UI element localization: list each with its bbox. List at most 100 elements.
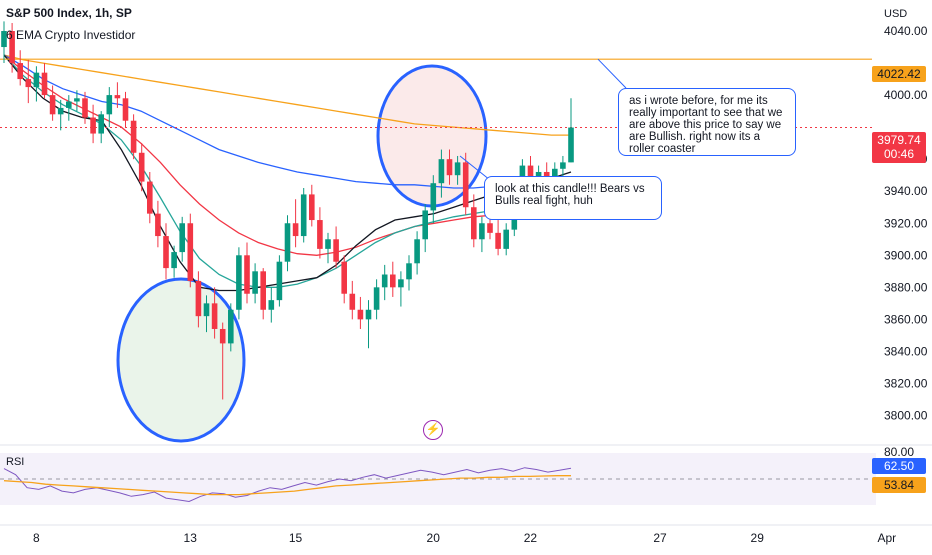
candle-body (406, 263, 412, 280)
candle-body (438, 159, 445, 184)
candle-body (17, 63, 23, 80)
candle-body (122, 98, 129, 121)
candle-body (325, 239, 331, 249)
candle-body (414, 239, 420, 264)
price-axis: 4040.004000.003960.003940.003920.003900.… (884, 24, 928, 459)
candle-body (171, 252, 177, 269)
note-candle[interactable]: look at this candle!!! Bears vs Bulls re… (484, 176, 662, 220)
time-tick-label: Apr (877, 531, 896, 545)
candle-body (422, 210, 428, 240)
note-top[interactable]: as i wrote before, for me its really imp… (618, 88, 796, 156)
rsi-ma-tag: 53.84 (872, 477, 926, 493)
candle-body (398, 279, 404, 288)
candle-body (309, 194, 315, 221)
candle-body (260, 271, 266, 310)
last-price-tag: 3979.74 00:46 (872, 132, 926, 163)
candle-body (252, 271, 258, 294)
highlight-circle-low (116, 277, 246, 443)
candle-body (292, 223, 299, 237)
time-tick-label: 8 (33, 531, 40, 545)
note-candle-text: look at this candle!!! Bears vs Bulls re… (495, 183, 645, 207)
note-connectors (459, 58, 627, 181)
countdown-value: 00:46 (883, 147, 915, 161)
candle-body (228, 309, 234, 344)
candle-body (98, 114, 104, 134)
currency-label[interactable]: USD (884, 8, 908, 20)
rsi-value-tag: 62.50 (872, 458, 926, 474)
candle-body (203, 303, 210, 317)
last-price-value: 3979.74 (877, 133, 921, 147)
candle-body (317, 220, 323, 249)
price-tick-label: 3880.00 (884, 280, 928, 294)
candle-body (130, 120, 137, 153)
rsi-tick-label: 80.00 (884, 445, 914, 459)
candle-body (333, 239, 339, 262)
time-tick-label: 27 (653, 531, 667, 545)
candle-body (357, 309, 364, 320)
price-tick-label: 3800.00 (884, 408, 928, 422)
candle-body (195, 280, 202, 317)
time-tick-label: 20 (427, 531, 441, 545)
note-top-text: as i wrote before, for me its really imp… (629, 95, 783, 155)
note-candle-connector (459, 155, 491, 181)
candle-body (373, 287, 380, 310)
candle-body (163, 236, 169, 269)
rsi-lines (0, 467, 876, 503)
candle-body (462, 162, 469, 208)
candle-body (276, 261, 283, 301)
time-tick-label: 29 (751, 531, 765, 545)
price-tick-label: 3840.00 (884, 344, 928, 358)
chart-title: S&P 500 Index, 1h, SP (6, 6, 132, 20)
lightning-icon[interactable]: ⚡ (423, 420, 443, 440)
time-tick-label: 13 (184, 531, 198, 545)
rsi-label[interactable]: RSI (6, 456, 25, 468)
candle-body (82, 98, 88, 118)
price-tick-label: 3940.00 (884, 184, 928, 198)
time-axis: 8 13 15 20 22 27 29 Apr (33, 531, 896, 545)
candle-body (66, 101, 72, 108)
ema-line (3, 54, 571, 136)
candle-body (236, 255, 242, 310)
candle-body (211, 303, 218, 329)
candle-body (495, 232, 501, 249)
rsi-ma-line (3, 475, 571, 496)
candle-body (187, 223, 194, 281)
candle-body (341, 261, 347, 294)
candle-body (138, 152, 145, 182)
price-tick-label: 4040.00 (884, 24, 928, 38)
time-tick-label: 15 (289, 531, 303, 545)
candle-body (106, 95, 113, 115)
price-tick-label: 3920.00 (884, 216, 928, 230)
candle-body (9, 31, 15, 64)
candle-body (244, 255, 250, 294)
candle-body (155, 213, 161, 237)
candle-body (1, 31, 7, 48)
candle-body (568, 127, 574, 163)
candle-body (552, 168, 558, 182)
candle-body (57, 107, 64, 115)
candle-body (471, 207, 477, 240)
candle-body (33, 72, 40, 88)
time-tick-label: 22 (524, 531, 538, 545)
candle-body (114, 95, 121, 99)
candle-body (430, 183, 437, 211)
candle-body (487, 223, 493, 233)
price-tick-label: 3860.00 (884, 312, 928, 326)
candle-body (381, 274, 388, 288)
price-tick-label: 3900.00 (884, 248, 928, 262)
candle-body (300, 194, 307, 237)
candle-body (74, 98, 80, 102)
note-top-connector (597, 58, 627, 89)
price-tick-label: 3820.00 (884, 376, 928, 390)
candle-body (446, 159, 453, 176)
price-tick-label: 4000.00 (884, 88, 928, 102)
candle-body (454, 162, 461, 176)
indicator-label[interactable]: 6 EMA Crypto Investidor (6, 28, 136, 42)
candle-body (349, 293, 356, 310)
candle-body (390, 274, 396, 288)
ema-line (3, 54, 572, 189)
candle-body (219, 328, 226, 344)
candle-body (503, 229, 509, 249)
